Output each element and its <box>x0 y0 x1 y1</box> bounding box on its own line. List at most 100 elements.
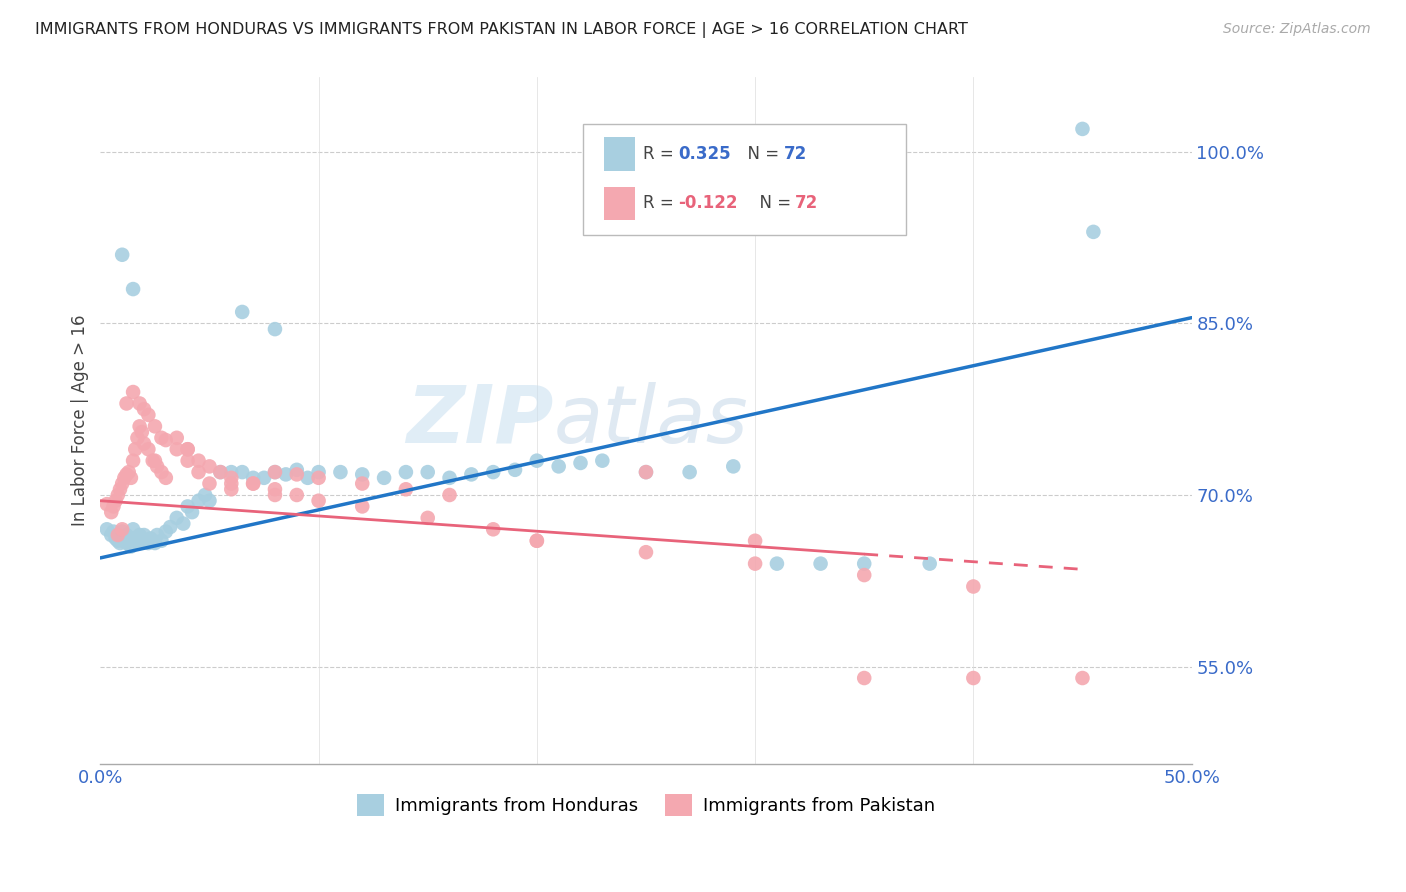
Point <box>242 476 264 491</box>
Point <box>308 493 330 508</box>
Point <box>172 516 194 531</box>
Point <box>124 533 146 548</box>
Point <box>155 524 177 539</box>
Point <box>766 557 789 571</box>
Point <box>482 465 505 479</box>
Point <box>150 431 173 445</box>
Point <box>352 476 374 491</box>
Point <box>150 533 173 548</box>
Point <box>634 545 657 559</box>
Text: IMMIGRANTS FROM HONDURAS VS IMMIGRANTS FROM PAKISTAN IN LABOR FORCE | AGE > 16 C: IMMIGRANTS FROM HONDURAS VS IMMIGRANTS F… <box>35 22 967 38</box>
Text: R =: R = <box>644 194 679 212</box>
Point <box>395 483 418 497</box>
Point <box>198 493 221 508</box>
Point <box>176 442 198 457</box>
Point <box>146 459 169 474</box>
Point <box>221 483 243 497</box>
Point <box>198 459 221 474</box>
Point <box>352 500 374 514</box>
Point <box>138 536 160 550</box>
Point <box>253 471 276 485</box>
Point <box>285 463 308 477</box>
Point <box>139 532 162 546</box>
Point <box>231 305 253 319</box>
Point <box>112 533 135 548</box>
Point <box>131 425 153 439</box>
Text: N =: N = <box>738 145 785 163</box>
Point <box>103 500 125 514</box>
Point <box>242 476 264 491</box>
Point <box>176 500 198 514</box>
Point <box>853 557 876 571</box>
Point <box>111 476 134 491</box>
Point <box>264 483 287 497</box>
Point <box>104 493 127 508</box>
Point <box>416 511 439 525</box>
Text: 72: 72 <box>796 194 818 212</box>
Point <box>439 471 461 485</box>
Point <box>329 465 352 479</box>
Point <box>143 453 166 467</box>
Point <box>242 471 264 485</box>
Text: 0.325: 0.325 <box>679 145 731 163</box>
Point <box>744 557 766 571</box>
Point <box>118 465 141 479</box>
Point <box>1071 671 1094 685</box>
Point <box>209 465 232 479</box>
Point <box>810 557 832 571</box>
Point <box>115 396 138 410</box>
Point <box>482 522 505 536</box>
Point <box>439 488 461 502</box>
Point <box>678 465 700 479</box>
Point <box>146 528 169 542</box>
Point <box>547 459 569 474</box>
Point <box>122 532 145 546</box>
Point <box>100 528 122 542</box>
Point <box>1071 122 1094 136</box>
Point <box>231 465 253 479</box>
Point <box>107 533 129 548</box>
Text: Source: ZipAtlas.com: Source: ZipAtlas.com <box>1223 22 1371 37</box>
Text: 72: 72 <box>785 145 807 163</box>
Point <box>138 408 160 422</box>
Point <box>96 497 118 511</box>
Point <box>128 528 150 542</box>
Point <box>634 465 657 479</box>
Point <box>155 471 177 485</box>
Point <box>274 467 297 482</box>
Point <box>100 505 122 519</box>
Point <box>176 442 198 457</box>
Text: atlas: atlas <box>553 382 748 459</box>
Point <box>526 533 548 548</box>
Point <box>128 396 150 410</box>
Text: R =: R = <box>644 145 679 163</box>
Point <box>122 522 145 536</box>
Point <box>395 465 418 479</box>
Point <box>297 471 319 485</box>
Point <box>209 465 232 479</box>
Point <box>187 493 209 508</box>
Point <box>107 488 129 502</box>
Point <box>112 471 135 485</box>
Point <box>221 476 243 491</box>
Point <box>128 419 150 434</box>
Legend: Immigrants from Honduras, Immigrants from Pakistan: Immigrants from Honduras, Immigrants fro… <box>350 787 942 823</box>
Point <box>373 471 395 485</box>
Text: N =: N = <box>749 194 796 212</box>
Point <box>962 671 984 685</box>
Point <box>634 465 657 479</box>
Point <box>1083 225 1105 239</box>
Point <box>150 465 173 479</box>
Point <box>962 580 984 594</box>
Point <box>591 453 613 467</box>
Point <box>115 528 138 542</box>
Point <box>166 442 188 457</box>
Point <box>127 431 149 445</box>
Point <box>352 467 374 482</box>
Point <box>526 453 548 467</box>
Point <box>138 442 160 457</box>
Point <box>143 419 166 434</box>
Point <box>460 467 482 482</box>
Text: -0.122: -0.122 <box>679 194 738 212</box>
Point <box>264 465 287 479</box>
